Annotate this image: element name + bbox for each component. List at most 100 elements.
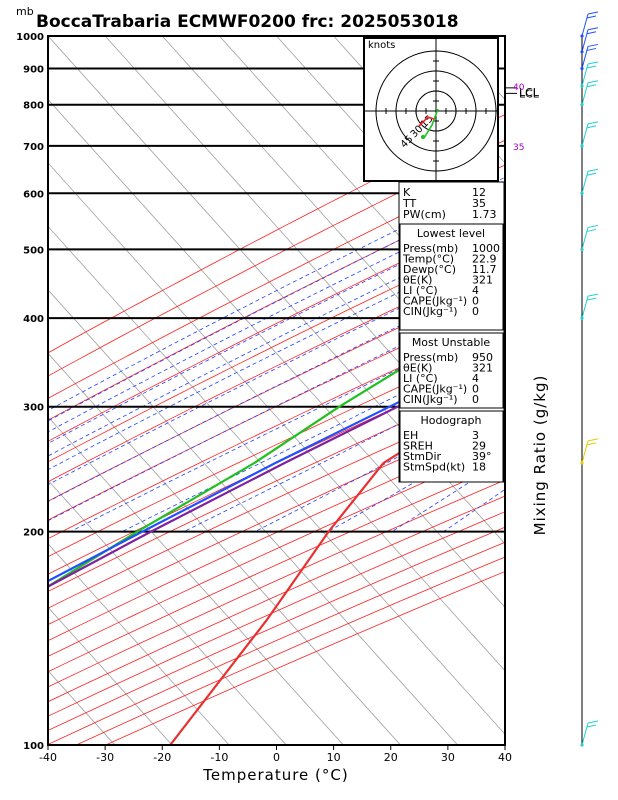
isotherm bbox=[48, 225, 505, 735]
temperature-line bbox=[169, 383, 505, 745]
index-label: θE(K) bbox=[403, 274, 432, 287]
pressure-tick-label: 600 bbox=[23, 189, 44, 200]
temperature-tick-label: -30 bbox=[96, 751, 114, 764]
wind-barbs bbox=[580, 11, 599, 747]
wind-barb-flag bbox=[586, 15, 597, 19]
wind-barb-point bbox=[580, 50, 584, 54]
dry-adiabat bbox=[48, 256, 505, 483]
index-value: 321 bbox=[472, 274, 493, 287]
temperature-tick-labels: -40 -30 -20 -10 0 10 20 30 40 bbox=[39, 745, 512, 764]
wind-barb-flag bbox=[587, 61, 599, 65]
index-label: CAPE(Jkg⁻¹) bbox=[403, 383, 467, 396]
pressure-tick-label: 500 bbox=[23, 245, 44, 256]
section-frame bbox=[399, 332, 504, 409]
indices-frame bbox=[398, 181, 505, 483]
isotherm bbox=[48, 670, 116, 745]
index-value: 29 bbox=[472, 440, 486, 453]
temperature-tick-label: 0 bbox=[273, 751, 280, 764]
index-label: EH bbox=[403, 429, 418, 442]
temperature-tick-label: -20 bbox=[153, 751, 171, 764]
temperature-tick-label: -10 bbox=[210, 751, 228, 764]
wind-barb-staff bbox=[581, 227, 589, 250]
wind-barb-flag bbox=[586, 47, 597, 51]
moist-adiabat bbox=[48, 212, 505, 444]
pressure-tick-label: 200 bbox=[23, 528, 44, 539]
pressure-tick-label: 900 bbox=[23, 64, 44, 75]
index-label: K bbox=[403, 186, 411, 199]
index-label: TT bbox=[402, 197, 417, 210]
dry-adiabat bbox=[48, 412, 505, 626]
index-label: θE(K) bbox=[403, 362, 432, 375]
index-label: CIN(Jkg⁻¹) bbox=[403, 305, 458, 318]
index-value: 4 bbox=[472, 372, 479, 385]
temp-marker-label: 40 bbox=[513, 83, 525, 93]
index-value: 3 bbox=[472, 429, 479, 442]
moist-adiabat bbox=[48, 176, 505, 411]
isotherm bbox=[219, 36, 505, 354]
chart-title: BoccaTrabaria ECMWF0200 frc: 2025053018 bbox=[36, 12, 459, 32]
index-label: Temp(°C) bbox=[402, 253, 454, 266]
wind-barb-flag bbox=[587, 43, 599, 47]
index-label: StmDir bbox=[403, 450, 442, 463]
temperature-tick-label: 40 bbox=[498, 751, 512, 764]
background-lines bbox=[48, 36, 505, 745]
section-frame bbox=[399, 223, 504, 331]
dry-adiabat bbox=[48, 164, 505, 399]
index-value: 39° bbox=[472, 450, 492, 463]
index-label: LI (°C) bbox=[403, 372, 438, 385]
wind-barb-flag bbox=[587, 720, 599, 724]
index-value: 12 bbox=[472, 186, 486, 199]
index-value: 950 bbox=[472, 351, 493, 364]
dry-adiabat bbox=[48, 394, 505, 609]
dry-adiabat bbox=[48, 526, 505, 731]
index-value: 321 bbox=[472, 362, 493, 375]
parcel-line bbox=[48, 348, 505, 583]
wind-barb-staff bbox=[581, 440, 589, 463]
dry-adiabat bbox=[48, 298, 505, 521]
isotherm bbox=[48, 289, 458, 745]
index-value: 22.9 bbox=[472, 253, 497, 266]
wind-barb-flag bbox=[586, 297, 597, 301]
temperature-tick-label: 20 bbox=[384, 751, 398, 764]
index-label: PW(cm) bbox=[403, 208, 446, 221]
moist-adiabat bbox=[48, 188, 505, 422]
wind-barb-flag bbox=[586, 442, 597, 446]
wind-barb-flag bbox=[586, 31, 597, 35]
wind-barb-flag bbox=[586, 228, 597, 232]
index-value: 11.7 bbox=[472, 263, 497, 276]
wind-barb-flag bbox=[587, 11, 599, 15]
dry-adiabat bbox=[48, 139, 505, 377]
moist-adiabat bbox=[48, 226, 505, 457]
dewpoint-line bbox=[48, 306, 505, 588]
wind-barb-staff bbox=[581, 171, 589, 194]
wind-barb-flag bbox=[587, 224, 599, 228]
index-value: 4 bbox=[472, 284, 479, 297]
wind-barb-flag bbox=[587, 168, 599, 172]
isotherm bbox=[48, 606, 173, 745]
index-value: 1000 bbox=[472, 242, 500, 255]
wind-barb-flag bbox=[587, 80, 599, 84]
section-heading: Lowest level bbox=[417, 227, 485, 240]
dry-adiabat bbox=[48, 114, 505, 354]
section-heading: Most Unstable bbox=[412, 336, 491, 349]
index-value: 18 bbox=[472, 461, 486, 474]
pressure-tick-label: 1000 bbox=[16, 32, 44, 43]
wind-barb-staff bbox=[581, 123, 589, 146]
wind-barb-flag bbox=[587, 293, 599, 297]
index-value: 1.73 bbox=[472, 208, 497, 221]
pressure-tick-label: 400 bbox=[23, 314, 44, 325]
moist-adiabat bbox=[48, 240, 505, 471]
moist-adiabat bbox=[48, 274, 505, 503]
index-label: CIN(Jkg⁻¹) bbox=[403, 393, 458, 406]
pressure-tick-label: 300 bbox=[23, 403, 44, 414]
index-label: Dewp(°C) bbox=[403, 263, 456, 276]
index-label: StmSpd(kt) bbox=[403, 461, 465, 474]
pressure-tick-labels: 100 200 300 400 500 600 700 800 900 1000 bbox=[16, 32, 44, 752]
isotherm bbox=[48, 416, 344, 745]
temperature-tick-label: -40 bbox=[39, 751, 57, 764]
temperature-tick-label: 10 bbox=[327, 751, 341, 764]
index-value: 0 bbox=[472, 305, 479, 318]
wind-barb-staff bbox=[581, 722, 589, 746]
temperature-tick-label: 30 bbox=[441, 751, 455, 764]
